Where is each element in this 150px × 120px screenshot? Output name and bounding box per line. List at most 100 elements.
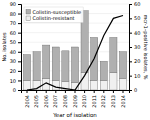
tick-mark: [18, 42, 21, 43]
grid-line: [21, 4, 129, 5]
tick: 2004: [24, 90, 30, 108]
tick-label: 40: [134, 30, 140, 36]
tick: 40: [129, 30, 140, 36]
tick: 50: [10, 39, 21, 45]
tick: 60: [10, 30, 21, 36]
tick-label: 2012: [100, 95, 106, 108]
tick-mark: [18, 61, 21, 62]
tick-mark: [129, 47, 132, 48]
tick-mark: [113, 90, 114, 93]
tick-label: 50: [10, 39, 16, 45]
legend-item: Colistin-resistant: [26, 15, 75, 21]
tick-label: 2011: [91, 95, 97, 108]
legend-box: [24, 7, 83, 23]
bar: [119, 79, 126, 90]
tick: 20: [129, 58, 140, 64]
tick-mark: [18, 14, 21, 15]
tick: 2014: [120, 90, 126, 108]
bar: [52, 80, 59, 90]
tick-mark: [129, 33, 132, 34]
bar: [110, 73, 117, 90]
tick: 40: [10, 49, 21, 55]
tick: 10: [129, 73, 140, 79]
tick-mark: [36, 90, 37, 93]
tick-label: 2008: [62, 95, 68, 108]
tick: 2005: [33, 90, 39, 108]
tick: 0: [13, 87, 21, 93]
tick-label: 2010: [81, 95, 87, 108]
tick-mark: [123, 90, 124, 93]
tick: 2010: [81, 90, 87, 108]
tick-mark: [94, 90, 95, 93]
tick-mark: [65, 90, 66, 93]
tick-label: 10: [134, 73, 140, 79]
tick-label: 2004: [24, 95, 30, 108]
tick-mark: [103, 90, 104, 93]
tick-label: 2007: [52, 95, 58, 108]
tick-label: 0: [134, 87, 137, 93]
tick-mark: [18, 52, 21, 53]
bar: [110, 37, 117, 72]
axis-line: [22, 91, 130, 94]
tick-label: 20: [134, 58, 140, 64]
tick-label: 10: [10, 78, 16, 84]
tick: 10: [10, 78, 21, 84]
y2-axis-title: mcr-1–positive isolates, %: [142, 14, 149, 79]
tick-mark: [18, 90, 21, 91]
tick-label: 60: [10, 30, 16, 36]
tick-label: 70: [10, 20, 16, 26]
tick-mark: [129, 4, 132, 5]
x-axis: 20042005 20062007 2008 20092010 20112012 2013…: [22, 90, 130, 108]
tick-label: 30: [10, 58, 16, 64]
tick: 30: [129, 44, 140, 50]
tick: 80: [10, 11, 21, 17]
axis-line: [18, 5, 22, 91]
tick: 2012: [100, 90, 106, 108]
grid: [21, 4, 129, 90]
tick: 50: [129, 15, 140, 21]
tick-label: 2009: [72, 95, 78, 108]
tick-mark: [18, 4, 21, 5]
bar: [23, 80, 30, 90]
bar: [100, 61, 107, 80]
tick: 60: [129, 1, 140, 7]
line: [27, 15, 123, 90]
tick-label: 50: [134, 15, 140, 21]
tick-label: 20: [10, 68, 16, 74]
legend: Colistin-susceptibleColistin-resistant: [24, 7, 83, 23]
chart: 2004200520062007200820092010201120122013…: [0, 0, 150, 120]
legend-swatch: [26, 16, 31, 21]
bar: [43, 45, 50, 78]
tick-mark: [18, 71, 21, 72]
tick: 30: [10, 58, 21, 64]
y2-axis: 0 10 20 30 40 50 60: [129, 1, 140, 93]
tick-label: 0: [13, 87, 16, 93]
x-axis-title: Year of isolation: [52, 112, 97, 118]
bar: [71, 47, 78, 82]
tick-mark: [129, 90, 132, 91]
bar: [23, 55, 30, 81]
legend-swatch: [26, 10, 31, 15]
plot: 2004200520062007200820092010201120122013…: [10, 1, 141, 108]
bar: [91, 80, 98, 90]
tick-label: 2014: [120, 95, 126, 108]
tick: 0: [129, 87, 137, 93]
tick: 2006: [43, 90, 49, 108]
grid-line: [21, 23, 129, 24]
legend-label: Colistin-resistant: [33, 15, 75, 21]
tick-label: 40: [10, 49, 16, 55]
bar: [119, 52, 126, 79]
bar: [33, 52, 40, 81]
tick: 20: [10, 68, 21, 74]
tick-label: 2005: [33, 95, 39, 108]
tick-label: 2013: [110, 95, 116, 108]
tick-mark: [75, 90, 76, 93]
tick-mark: [46, 90, 47, 93]
tick-mark: [18, 23, 21, 24]
tick-mark: [129, 61, 132, 62]
y-axis: 0 10 20 30 40 50 60 70 80 90: [10, 1, 22, 93]
tick: 90: [10, 1, 21, 7]
grid-line: [21, 32, 129, 33]
y-axis-title: No. isolates: [1, 32, 7, 61]
bar: [100, 80, 107, 90]
